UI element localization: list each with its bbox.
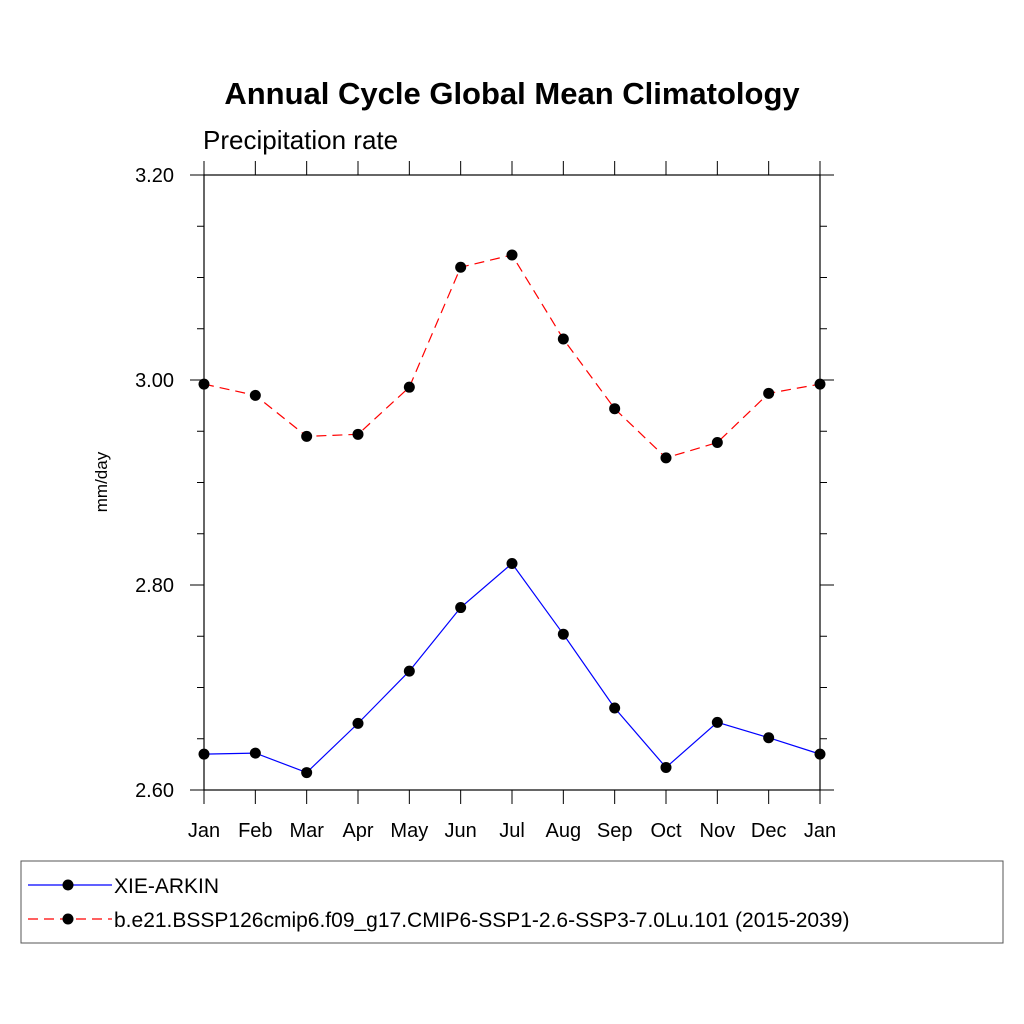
data-point bbox=[455, 602, 467, 614]
data-point bbox=[506, 557, 518, 569]
legend: XIE-ARKIN b.e21.BSSP126cmip6.f09_g17.CMIP… bbox=[20, 860, 1004, 944]
data-point bbox=[711, 437, 723, 449]
data-point bbox=[660, 761, 672, 773]
x-tick-label: Sep bbox=[597, 820, 633, 842]
series-line bbox=[203, 562, 821, 774]
x-tick-label: Oct bbox=[650, 820, 682, 842]
y-tick-label: 3.20 bbox=[135, 165, 174, 187]
legend-label: XIE-ARKIN bbox=[114, 875, 219, 898]
data-point bbox=[814, 748, 826, 760]
chart-title: Annual Cycle Global Mean Climatology bbox=[224, 76, 800, 111]
data-point bbox=[557, 628, 569, 640]
y-tick-label: 2.80 bbox=[135, 575, 174, 597]
data-point bbox=[609, 702, 621, 714]
data-point bbox=[557, 333, 569, 345]
data-point bbox=[814, 378, 826, 390]
y-tick-labels: 2.60 2.80 3.00 3.20 bbox=[135, 165, 174, 802]
x-tick-label: Dec bbox=[751, 820, 787, 842]
x-tick-label: Jan bbox=[804, 820, 836, 842]
legend-marker bbox=[62, 913, 74, 925]
data-point bbox=[198, 748, 210, 760]
x-tick-label: Jan bbox=[188, 820, 220, 842]
data-point bbox=[455, 261, 467, 273]
legend-entries: XIE-ARKIN b.e21.BSSP126cmip6.f09_g17.CMIP… bbox=[28, 875, 849, 932]
x-tick-label: May bbox=[390, 820, 428, 842]
data-point bbox=[301, 430, 313, 442]
data-point bbox=[609, 403, 621, 415]
y-tick-label: 2.60 bbox=[135, 780, 174, 802]
x-tick-label: Jun bbox=[445, 820, 477, 842]
data-point bbox=[763, 387, 775, 399]
y-tick-label: 3.00 bbox=[135, 370, 174, 392]
x-tick-labels: Jan Feb Mar Apr May Jun Jul Aug Sep Oct Nov Dec Jan bbox=[188, 820, 836, 842]
x-tick-label: Feb bbox=[238, 820, 272, 842]
data-point bbox=[249, 389, 261, 401]
data-point bbox=[198, 378, 210, 390]
data-point bbox=[763, 732, 775, 744]
legend-box bbox=[20, 860, 1004, 944]
x-tick-label: Apr bbox=[342, 820, 373, 842]
data-point bbox=[711, 716, 723, 728]
y-axis-label: mm/day bbox=[92, 451, 111, 512]
x-tick-label: Nov bbox=[700, 820, 736, 842]
legend-label: b.e21.BSSP126cmip6.f09_g17.CMIP6-SSP1-2.… bbox=[114, 909, 849, 932]
plot-frame bbox=[203, 174, 821, 791]
chart-subtitle: Precipitation rate bbox=[203, 125, 398, 155]
data-point bbox=[352, 428, 364, 440]
data-point bbox=[660, 452, 672, 464]
x-tick-label: Aug bbox=[546, 820, 582, 842]
data-point bbox=[301, 767, 313, 779]
series-line bbox=[203, 254, 821, 459]
data-point bbox=[249, 747, 261, 759]
data-point bbox=[403, 665, 415, 677]
data-point bbox=[403, 381, 415, 393]
legend-marker bbox=[62, 879, 74, 891]
data-point bbox=[352, 717, 364, 729]
series-layer bbox=[198, 249, 826, 779]
x-tick-label: Jul bbox=[499, 820, 525, 842]
data-point bbox=[506, 249, 518, 261]
x-tick-label: Mar bbox=[289, 820, 324, 842]
